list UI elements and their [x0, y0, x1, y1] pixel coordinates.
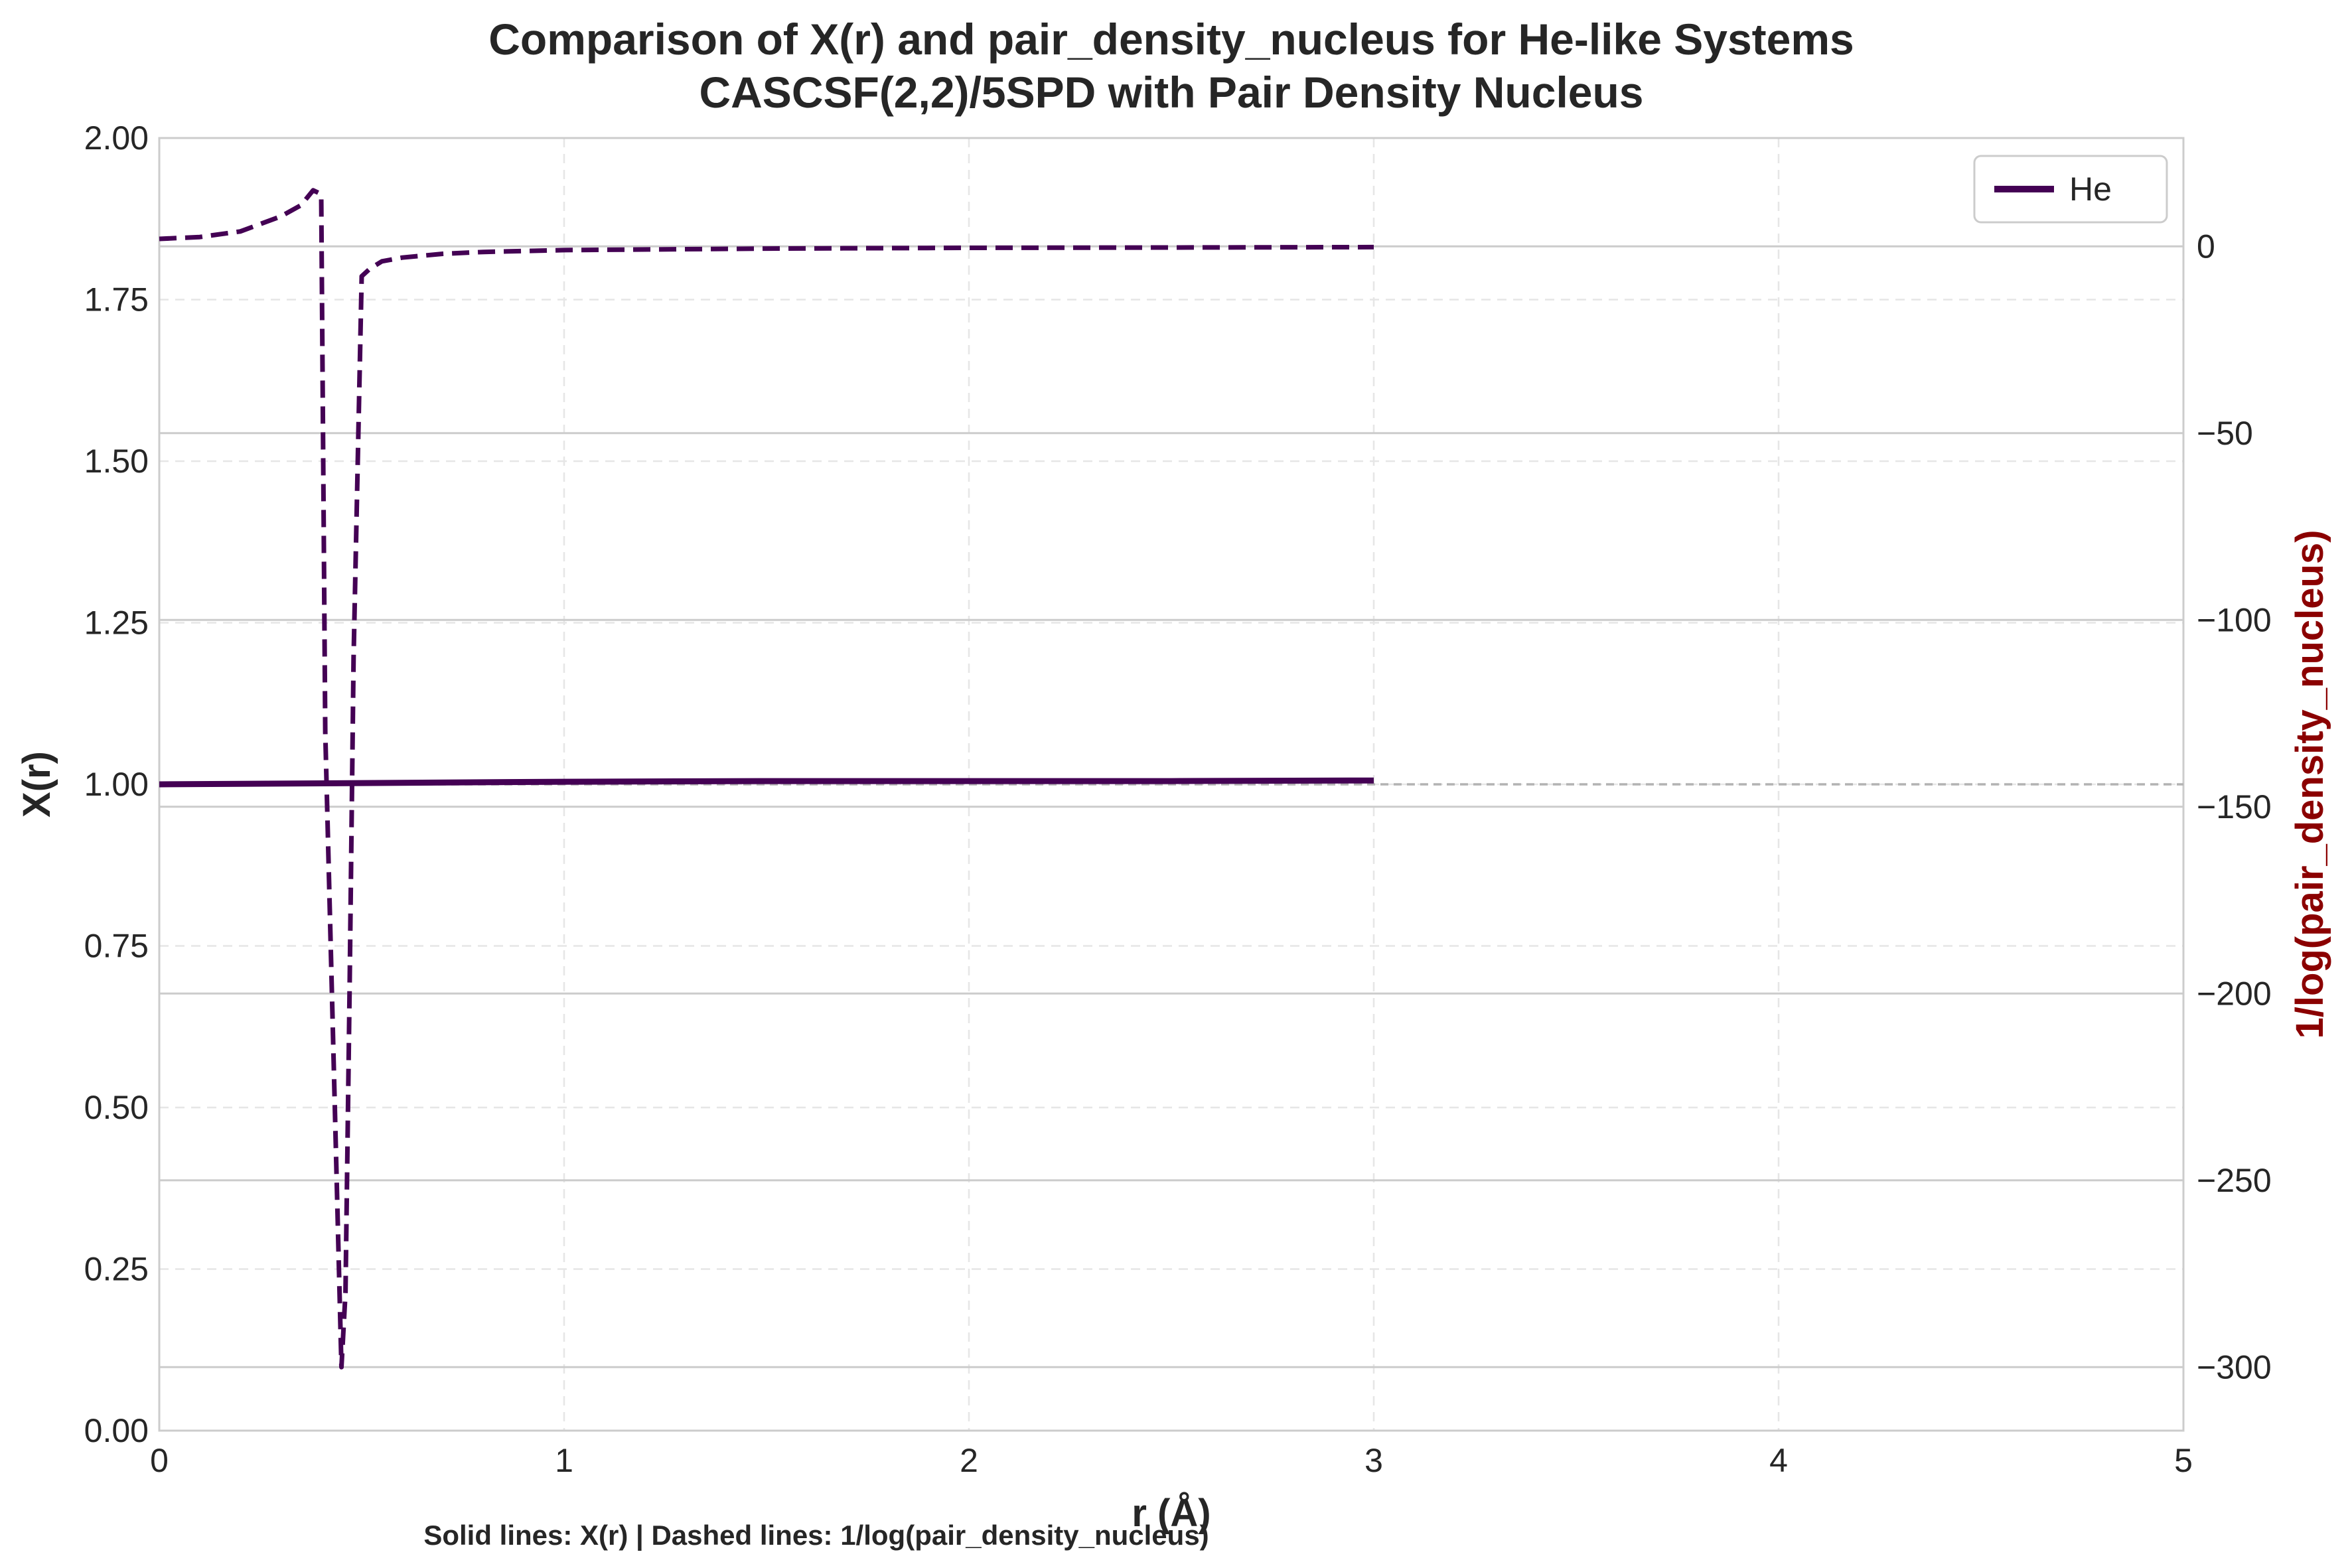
x-tick-label: 0: [150, 1442, 169, 1479]
x-tick-labels: 0 1 2 3 4 5: [150, 1442, 2193, 1479]
x-axis-label: r (Å): [1132, 1492, 1211, 1535]
y-axis-label: X(r): [15, 751, 58, 818]
y-tick-label: 0.00: [84, 1412, 149, 1449]
y-right-tick-labels: 0 −50 −100 −150 −200 −250 −300: [2197, 228, 2272, 1386]
y-tick-label: 0.50: [84, 1089, 149, 1126]
x-tick-label: 2: [960, 1442, 978, 1479]
chart-subtitle: CASCSF(2,2)/5SPD with Pair Density Nucle…: [699, 68, 1643, 117]
y-tick-label: 1.50: [84, 443, 149, 480]
y-tick-label: 1.00: [84, 766, 149, 803]
y-right-tick-label: −200: [2197, 975, 2272, 1012]
y-tick-label: 0.75: [84, 928, 149, 965]
legend: He: [1973, 155, 2168, 224]
y-right-tick-label: −250: [2197, 1162, 2272, 1199]
y-right-tick-label: −300: [2197, 1348, 2272, 1386]
series-layer: [159, 188, 1374, 1370]
y-tick-label: 1.25: [84, 605, 149, 642]
x-tick-label: 3: [1364, 1442, 1383, 1479]
y-right-axis-label: 1/log(pair_density_nucleus): [2288, 530, 2331, 1038]
legend-box: [1973, 155, 2168, 224]
x-tick-label: 5: [2174, 1442, 2193, 1479]
y-right-tick-label: −150: [2197, 788, 2272, 825]
y-tick-label: 1.75: [84, 281, 149, 319]
footnote: Solid lines: X(r) | Dashed lines: 1/log(…: [423, 1520, 1209, 1551]
y-right-tick-label: −50: [2197, 415, 2253, 452]
y-right-tick-label: 0: [2197, 228, 2215, 265]
y-tick-label: 2.00: [84, 119, 149, 157]
chart-title: Comparison of X(r) and pair_density_nucl…: [488, 15, 1854, 64]
x-tick-label: 1: [555, 1442, 573, 1479]
y-right-tick-label: −100: [2197, 601, 2272, 638]
series-he-solid-line: [159, 777, 1374, 788]
y-tick-label: 0.25: [84, 1251, 149, 1288]
series-he-dashed-line: [159, 188, 1374, 1370]
x-tick-label: 4: [1769, 1442, 1788, 1479]
y-tick-labels: 0.00 0.25 0.50 0.75 1.00 1.25 1.50 1.75 2.00: [84, 119, 149, 1449]
legend-label-he: He: [2069, 171, 2112, 208]
right-axis-grid: [159, 245, 2183, 1368]
